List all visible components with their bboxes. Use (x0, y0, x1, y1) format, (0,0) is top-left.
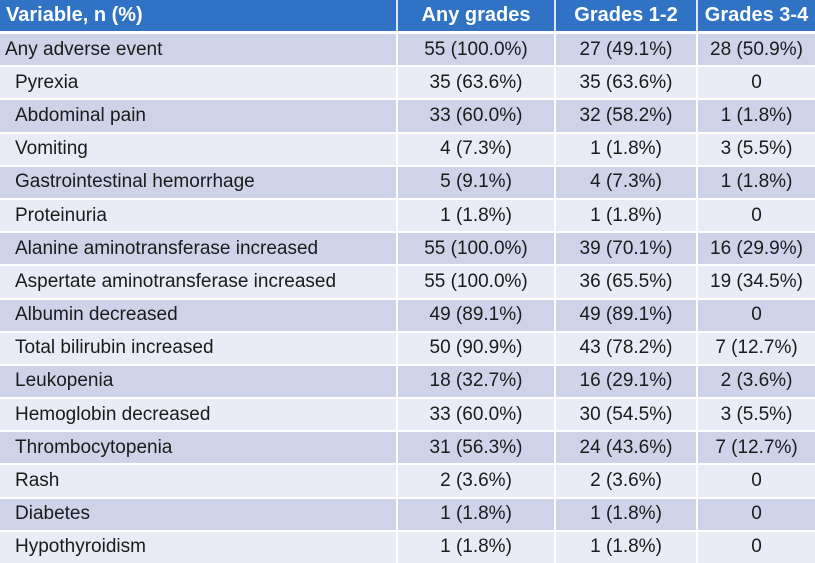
cell-grades-3-4: 0 (751, 470, 762, 492)
cell-grades-3-4: 2 (3.6%) (720, 370, 793, 392)
row-label: Gastrointestinal hemorrhage (0, 166, 398, 198)
cell-grades-3-4: 1 (1.8%) (720, 171, 793, 193)
row-label: Thrombocytopenia (0, 432, 398, 464)
row-label: Hemoglobin decreased (0, 399, 398, 431)
table-row: Aspertate aminotransferase increased 55 … (0, 266, 815, 300)
cell-grades-3-4: 0 (751, 304, 762, 326)
cell-grades-1-2: 4 (7.3%) (556, 166, 698, 198)
cell-grades-1-2: 30 (54.5%) (556, 399, 698, 431)
cell-any-grades: 4 (7.3%) (398, 133, 556, 165)
row-label: Rash (0, 465, 398, 497)
cell-grades-3-4: 3 (5.5%) (720, 403, 793, 425)
cell-any-grades: 33 (60.0%) (398, 399, 556, 431)
table-row: Proteinuria 1 (1.8%) 1 (1.8%) 0 (0, 199, 815, 234)
cell-any-grades: 1 (1.8%) (398, 498, 556, 530)
cell-grades-1-2: 36 (65.5%) (556, 266, 698, 298)
cell-any-grades: 50 (90.9%) (398, 332, 556, 364)
column-header-any-grades: Any grades (398, 0, 556, 31)
cell-grades-1-2: 1 (1.8%) (556, 133, 698, 165)
cell-grades-1-2: 32 (58.2%) (556, 100, 698, 132)
table-row: Albumin decreased 49 (89.1%) 49 (89.1%) … (0, 299, 815, 333)
cell-any-grades: 1 (1.8%) (398, 199, 556, 232)
row-label: Alanine aminotransferase increased (0, 233, 398, 265)
cell-grades-3-4: 19 (34.5%) (710, 270, 803, 292)
cell-grades-1-2: 43 (78.2%) (556, 332, 698, 364)
cell-grades-1-2: 39 (70.1%) (556, 233, 698, 265)
row-label: Proteinuria (0, 199, 398, 232)
column-header-grades-1-2: Grades 1-2 (556, 0, 698, 31)
cell-any-grades: 55 (100.0%) (398, 266, 556, 298)
table-row: Rash 2 (3.6%) 2 (3.6%) 0 (0, 465, 815, 499)
cell-any-grades: 55 (100.0%) (398, 233, 556, 265)
row-label: Any adverse event (0, 34, 398, 66)
table-row: Leukopenia 18 (32.7%) 16 (29.1%) 2 (3.6%… (0, 365, 815, 400)
cell-any-grades: 5 (9.1%) (398, 166, 556, 198)
row-label: Albumin decreased (0, 299, 398, 331)
cell-grades-3-4: 1 (1.8%) (720, 104, 793, 126)
column-header-grades-3-4: Grades 3-4 (704, 4, 809, 26)
cell-grades-3-4: 0 (751, 503, 762, 525)
cell-grades-1-2: 1 (1.8%) (556, 199, 698, 232)
table-row: Diabetes 1 (1.8%) 1 (1.8%) 0 (0, 498, 815, 532)
table-row: Pyrexia 35 (63.6%) 35 (63.6%) 0 (0, 67, 815, 101)
cell-grades-3-4: 0 (751, 71, 762, 93)
table-row: Total bilirubin increased 50 (90.9%) 43 … (0, 332, 815, 366)
table-row: Hypothyroidism 1 (1.8%) 1 (1.8%) 0 (0, 531, 815, 563)
table-row: Vomiting 4 (7.3%) 1 (1.8%) 3 (5.5%) (0, 133, 815, 167)
table-header-row: Variable, n (%) Any grades Grades 1-2 Gr… (0, 0, 815, 34)
cell-grades-3-4: 28 (50.9%) (710, 38, 803, 60)
cell-grades-1-2: 35 (63.6%) (556, 67, 698, 99)
table-row: Alanine aminotransferase increased 55 (1… (0, 233, 815, 267)
cell-any-grades: 55 (100.0%) (398, 34, 556, 66)
table-row: Any adverse event 55 (100.0%) 27 (49.1%)… (0, 34, 815, 68)
row-label: Hypothyroidism (0, 531, 398, 563)
cell-grades-1-2: 2 (3.6%) (556, 465, 698, 497)
cell-grades-1-2: 1 (1.8%) (556, 498, 698, 530)
cell-any-grades: 33 (60.0%) (398, 100, 556, 132)
table-row: Gastrointestinal hemorrhage 5 (9.1%) 4 (… (0, 166, 815, 200)
row-label: Abdominal pain (0, 100, 398, 132)
row-label: Total bilirubin increased (0, 332, 398, 364)
row-label: Leukopenia (0, 365, 398, 398)
cell-any-grades: 35 (63.6%) (398, 67, 556, 99)
cell-any-grades: 1 (1.8%) (398, 531, 556, 563)
cell-any-grades: 2 (3.6%) (398, 465, 556, 497)
cell-grades-3-4: 7 (12.7%) (715, 337, 798, 359)
row-label: Aspertate aminotransferase increased (0, 266, 398, 298)
cell-grades-3-4: 16 (29.9%) (710, 237, 803, 259)
table-row: Hemoglobin decreased 33 (60.0%) 30 (54.5… (0, 399, 815, 433)
cell-grades-3-4: 3 (5.5%) (720, 138, 793, 160)
cell-grades-3-4: 0 (751, 204, 762, 226)
cell-any-grades: 18 (32.7%) (398, 365, 556, 398)
table-row: Abdominal pain 33 (60.0%) 32 (58.2%) 1 (… (0, 100, 815, 134)
row-label: Diabetes (0, 498, 398, 530)
row-label: Pyrexia (0, 67, 398, 99)
cell-any-grades: 49 (89.1%) (398, 299, 556, 331)
cell-grades-1-2: 27 (49.1%) (556, 34, 698, 66)
cell-grades-1-2: 16 (29.1%) (556, 365, 698, 398)
cell-grades-3-4: 0 (751, 536, 762, 558)
table-row: Thrombocytopenia 31 (56.3%) 24 (43.6%) 7… (0, 432, 815, 466)
cell-grades-3-4: 7 (12.7%) (715, 436, 798, 458)
cell-grades-1-2: 24 (43.6%) (556, 432, 698, 464)
row-label: Vomiting (0, 133, 398, 165)
cell-grades-1-2: 1 (1.8%) (556, 531, 698, 563)
cell-grades-1-2: 49 (89.1%) (556, 299, 698, 331)
cell-any-grades: 31 (56.3%) (398, 432, 556, 464)
column-header-variable: Variable, n (%) (0, 0, 398, 31)
